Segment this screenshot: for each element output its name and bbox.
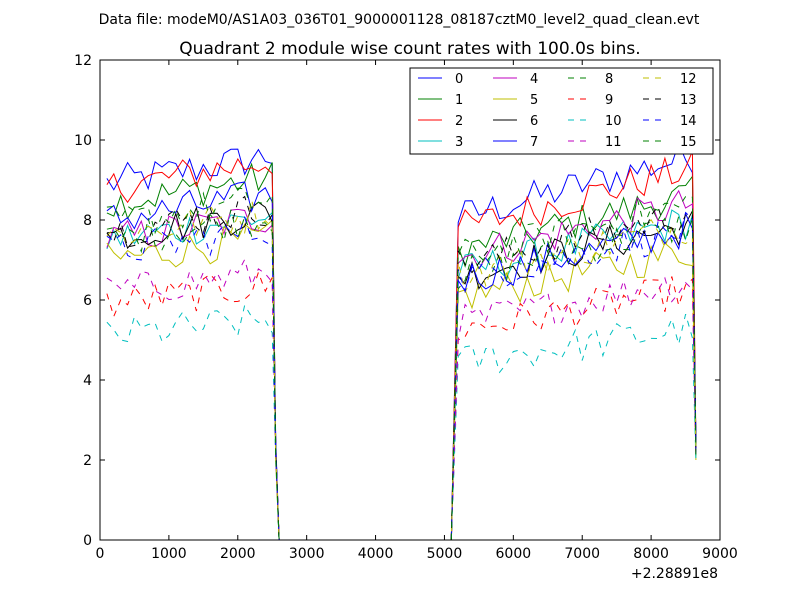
series-line-1 [106, 162, 697, 541]
legend-label-2: 2 [455, 114, 463, 129]
x-tick-label: 4000 [358, 546, 394, 562]
suptitle: Data file: modeM0/AS1A03_036T01_90000011… [99, 12, 700, 28]
x-tick-label: 7000 [564, 546, 600, 562]
legend-frame [409, 67, 714, 155]
legend-label-10: 10 [605, 114, 622, 129]
series-line-9 [106, 270, 697, 541]
series-line-7 [106, 181, 697, 541]
legend-label-13: 13 [680, 93, 697, 108]
x-tick-label: 8000 [633, 546, 669, 562]
legend-label-15: 15 [680, 135, 697, 150]
y-tick-label: 2 [83, 453, 92, 469]
series-line-4 [106, 189, 697, 541]
series-line-6 [106, 201, 697, 541]
series-line-8 [106, 209, 697, 541]
series-line-14 [106, 211, 697, 541]
x-offset-label: +2.28891e8 [631, 566, 718, 582]
series-line-2 [106, 151, 697, 541]
x-axis: 0 1000 2000 3000 4000 5000 6000 7000 8000 9000 [96, 60, 738, 562]
x-tick-label: 1000 [151, 546, 187, 562]
legend-label-12: 12 [680, 72, 697, 87]
legend-label-4: 4 [530, 72, 538, 87]
x-tick-label: 9000 [702, 546, 738, 562]
y-tick-label: 0 [83, 533, 92, 549]
chart-title: Quadrant 2 module wise count rates with … [179, 39, 640, 59]
y-tick-label: 12 [74, 53, 92, 69]
legend-label-6: 6 [530, 114, 538, 129]
legend-label-5: 5 [530, 93, 538, 108]
plot-lines [106, 141, 697, 541]
series-line-3 [106, 209, 697, 541]
y-tick-label: 4 [83, 373, 92, 389]
series-line-5 [106, 219, 697, 541]
legend-label-0: 0 [455, 72, 463, 87]
y-tick-label: 6 [83, 293, 92, 309]
x-tick-label: 5000 [427, 546, 463, 562]
legend-label-9: 9 [605, 93, 613, 108]
legend-label-7: 7 [530, 135, 538, 150]
legend-label-8: 8 [605, 72, 613, 87]
legend-label-11: 11 [605, 135, 622, 150]
y-tick-label: 8 [83, 213, 92, 229]
series-line-10 [106, 303, 697, 541]
legend-label-3: 3 [455, 135, 463, 150]
x-tick-label: 2000 [220, 546, 256, 562]
y-tick-label: 10 [74, 133, 92, 149]
x-tick-label: 0 [96, 546, 105, 562]
series-line-12 [106, 199, 697, 541]
x-tick-label: 3000 [289, 546, 325, 562]
legend-label-1: 1 [455, 93, 463, 108]
series-line-11 [106, 258, 697, 541]
x-tick-label: 6000 [496, 546, 532, 562]
series-line-13 [106, 195, 697, 541]
series-line-15 [106, 187, 697, 541]
legend-label-14: 14 [680, 114, 697, 129]
